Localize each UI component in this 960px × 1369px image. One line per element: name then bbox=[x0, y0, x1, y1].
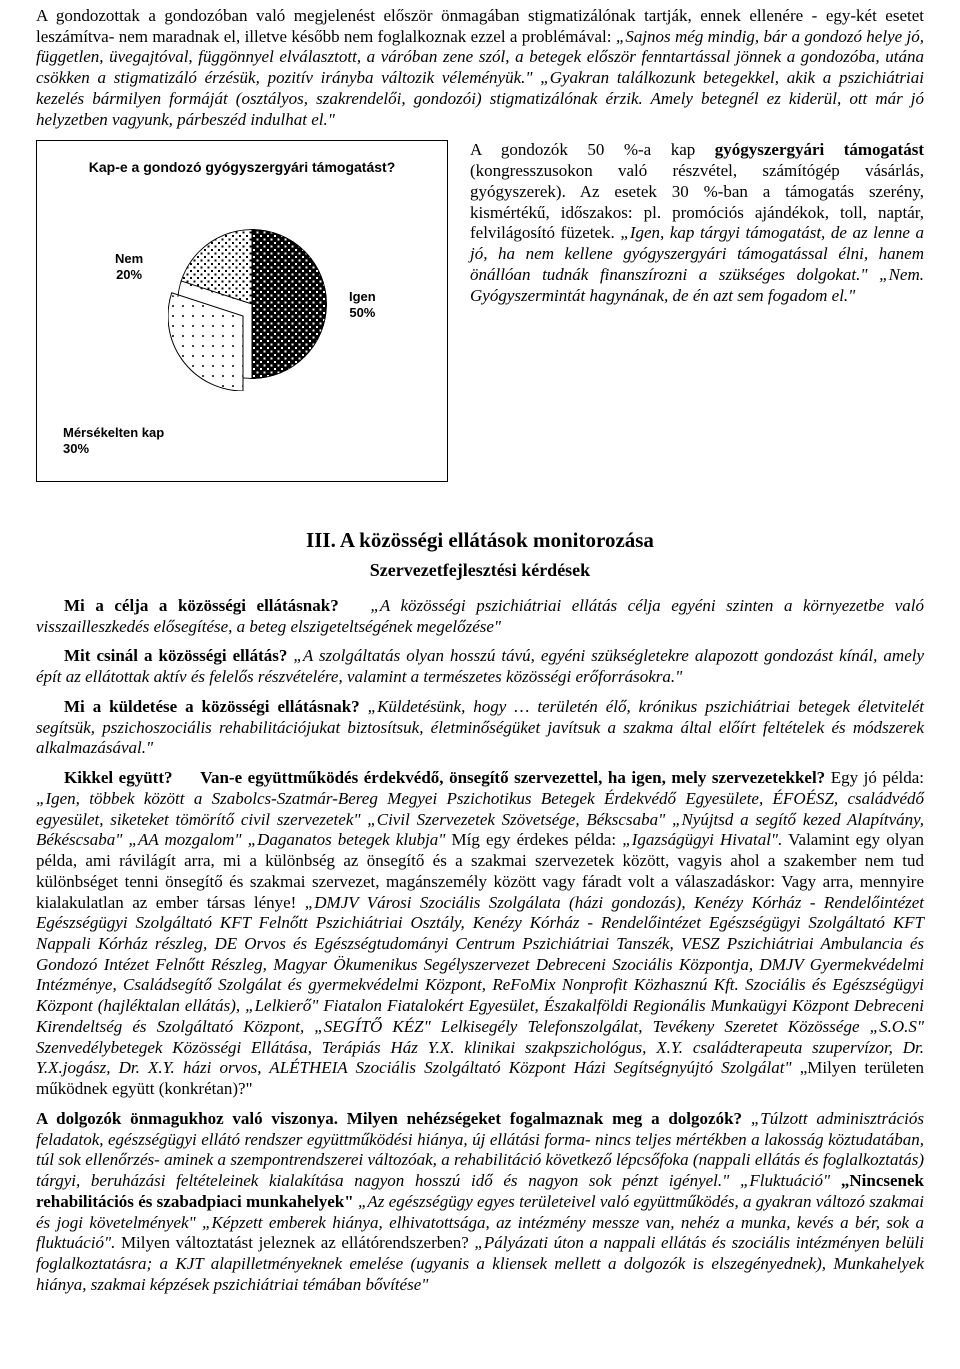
label-mersekelten: Mérsékelten kap 30% bbox=[63, 425, 164, 456]
q-whom2: Van-e együttműködés érdekvédő, önsegítő … bbox=[200, 768, 825, 787]
pie-wrap bbox=[177, 229, 327, 379]
whom-text2: Míg egy érdekes példa: bbox=[452, 830, 623, 849]
workers-text2: Milyen változtatást jeleznek az ellátóre… bbox=[121, 1233, 474, 1252]
whom-quote2: „Igazságügyi Hivatal". bbox=[622, 830, 782, 849]
side-lead: A gondozók 50 %-a kap bbox=[470, 140, 715, 159]
label-mers-pct: 30% bbox=[63, 441, 89, 456]
q-mission: Mi a küldetése a közösségi ellátásnak? bbox=[64, 697, 360, 716]
chart-title: Kap-e a gondozó gyógyszergyári támogatás… bbox=[37, 159, 447, 176]
slice-mersekelten-exploded bbox=[168, 241, 318, 391]
chart-row: Kap-e a gondozó gyógyszergyári támogatás… bbox=[36, 140, 924, 482]
wedge-outline-svg bbox=[168, 241, 318, 391]
q-whom1: Kikkel együtt? bbox=[64, 768, 173, 787]
q-workers: A dolgozók önmagukhoz való viszonya. Mil… bbox=[36, 1109, 742, 1128]
para-workers: A dolgozók önmagukhoz való viszonya. Mil… bbox=[36, 1109, 924, 1296]
section-heading: III. A közösségi ellátások monitorozása bbox=[36, 528, 924, 554]
whom-text1: Egy jó példa: bbox=[831, 768, 924, 787]
side-paragraph: A gondozók 50 %-a kap gyógyszergyári tám… bbox=[470, 140, 924, 306]
label-nem-pct: 20% bbox=[116, 267, 142, 282]
para-what: Mit csinál a közösségi ellátás? „A szolg… bbox=[36, 646, 924, 687]
label-nem-text: Nem bbox=[115, 251, 143, 266]
pie-chart: Kap-e a gondozó gyógyszergyári támogatás… bbox=[36, 140, 448, 482]
page: A gondozottak a gondozóban való megjelen… bbox=[0, 0, 960, 1369]
section-subheading: Szervezetfejlesztési kérdések bbox=[36, 560, 924, 582]
q-what: Mit csinál a közösségi ellátás? bbox=[64, 646, 287, 665]
para-whom: Kikkel együtt? Van-e együttműködés érdek… bbox=[36, 768, 924, 1100]
q-goal: Mi a célja a közösségi ellátásnak? bbox=[64, 596, 339, 615]
label-igen: Igen 50% bbox=[349, 289, 376, 320]
side-bold: gyógyszergyári támogatást bbox=[715, 140, 924, 159]
intro-paragraph: A gondozottak a gondozóban való megjelen… bbox=[36, 6, 924, 130]
whom-quote3: „DMJV Városi Szociális Szolgálata (házi … bbox=[36, 893, 924, 1078]
label-igen-text: Igen bbox=[349, 289, 376, 304]
para-goal: Mi a célja a közösségi ellátásnak? „A kö… bbox=[36, 596, 924, 637]
label-mers-text: Mérsékelten kap bbox=[63, 425, 164, 440]
label-nem: Nem 20% bbox=[115, 251, 143, 282]
label-igen-pct: 50% bbox=[349, 305, 375, 320]
para-mission: Mi a küldetése a közösségi ellátásnak? „… bbox=[36, 697, 924, 759]
